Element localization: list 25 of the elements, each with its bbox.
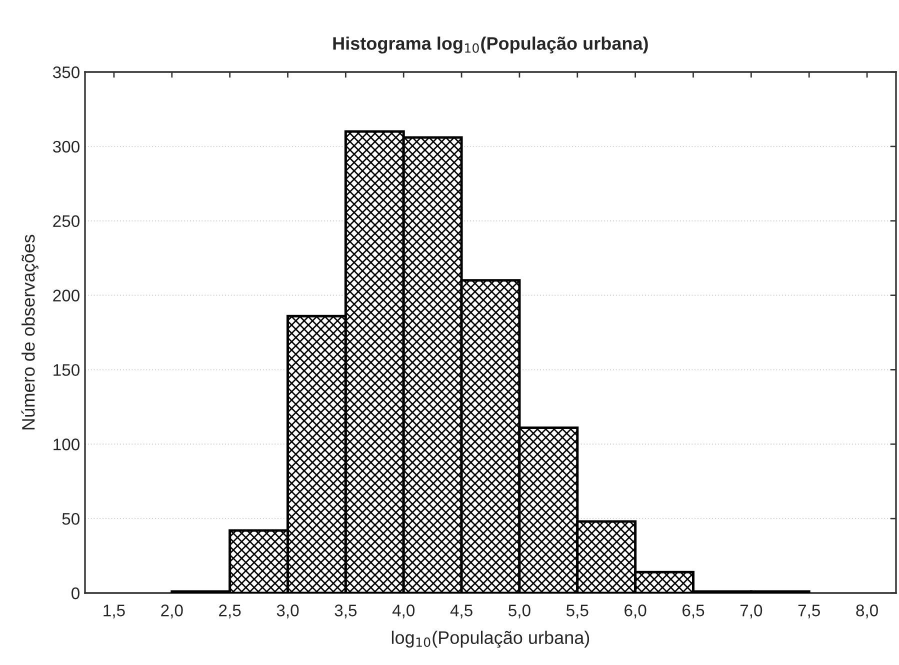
y-tick-label: 150 [54,364,80,376]
chart-title: Histograma log$_{10}$(População urbana) [333,36,648,54]
x-tick-label: 3,5 [334,604,357,618]
x-tick-label: 4,0 [392,604,415,618]
x-tick-label: 5,5 [566,604,588,618]
y-tick-label: 0 [72,587,80,600]
x-tick-label: 2,0 [161,604,183,618]
x-tick-label: 4,5 [450,604,472,618]
x-tick-label: 3,0 [276,604,299,618]
x-axis-title: log$_{10}$(População urbana) [392,630,590,648]
x-tick-label: 6,0 [624,604,646,618]
y-tick-label: 350 [52,66,80,78]
x-tick-label: 5,0 [508,604,530,618]
x-tick-label: 6,5 [682,604,704,618]
y-tick-label: 250 [53,215,80,228]
y-tick-label: 200 [53,290,80,302]
x-tick-label: 1,5 [104,604,125,618]
x-tick-label: 7,0 [740,604,762,618]
x-tick-label: 7,5 [798,604,820,618]
x-tick-label: 8,0 [856,604,878,618]
y-tick-label: 50 [62,512,80,525]
y-tick-label: 300 [52,140,80,153]
y-axis-title: Número de observações [21,234,38,430]
y-tick-label: 100 [54,438,80,450]
x-tick-label: 2,5 [219,604,241,618]
